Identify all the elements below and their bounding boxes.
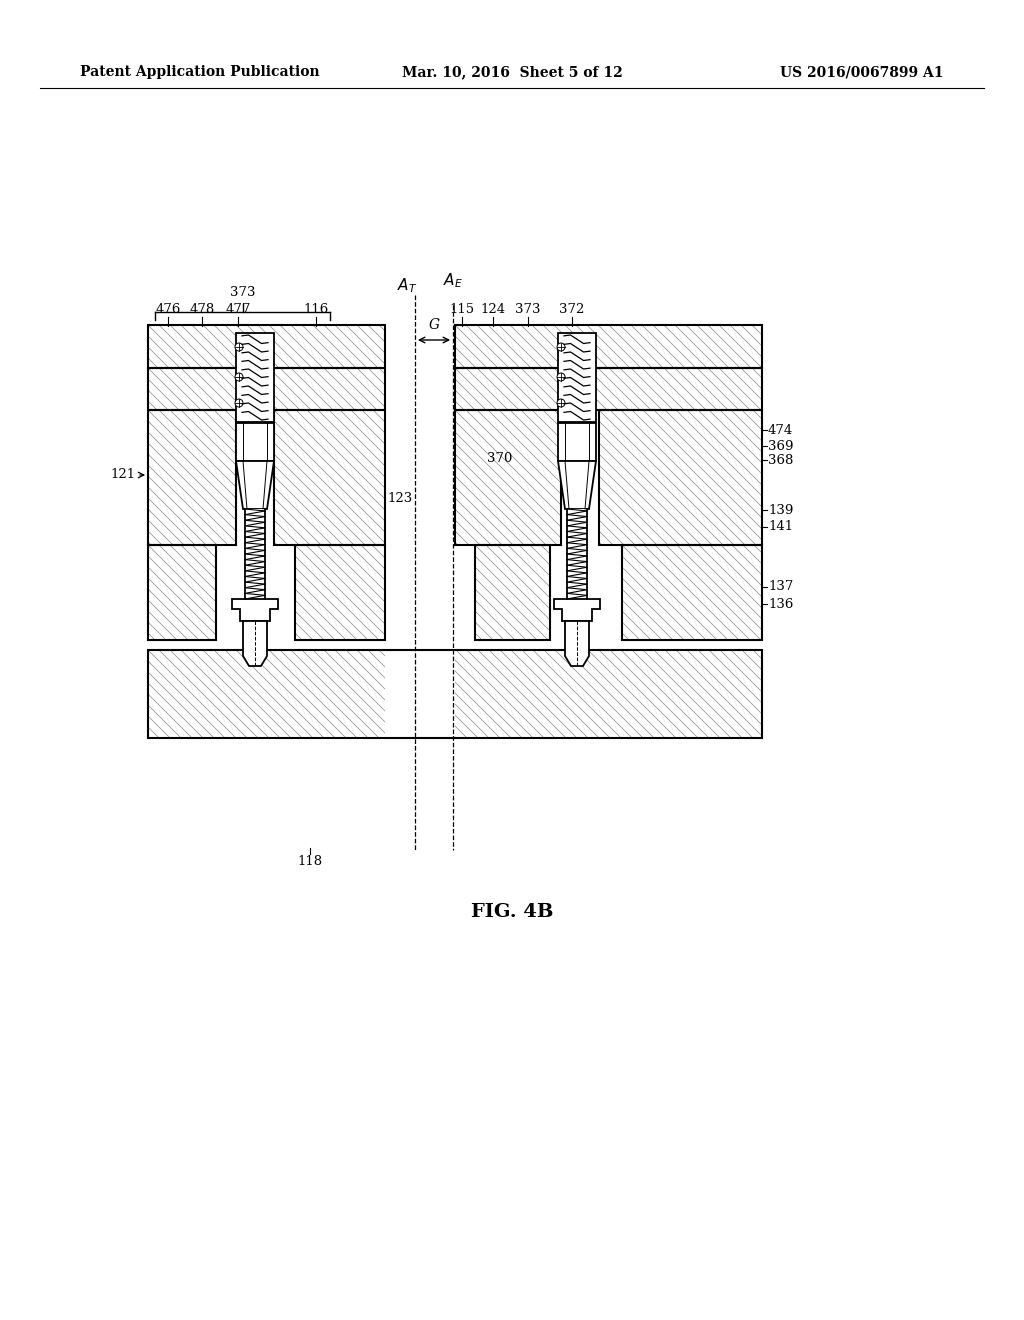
Text: 477: 477 xyxy=(225,304,251,315)
Bar xyxy=(475,545,550,640)
Text: Mar. 10, 2016  Sheet 5 of 12: Mar. 10, 2016 Sheet 5 of 12 xyxy=(401,65,623,79)
Text: FIG. 4B: FIG. 4B xyxy=(471,903,553,921)
Bar xyxy=(148,545,216,640)
Text: 369: 369 xyxy=(768,440,794,453)
Bar xyxy=(236,333,274,422)
Bar xyxy=(148,368,385,411)
Text: 124: 124 xyxy=(480,304,506,315)
Bar xyxy=(567,510,587,599)
Text: 370: 370 xyxy=(486,451,512,465)
Bar xyxy=(455,368,762,411)
Bar xyxy=(385,325,455,838)
Text: 373: 373 xyxy=(515,304,541,315)
Text: 137: 137 xyxy=(768,581,794,594)
Text: 116: 116 xyxy=(303,304,329,315)
Text: 474: 474 xyxy=(768,424,794,437)
Polygon shape xyxy=(565,620,589,667)
Bar xyxy=(558,422,596,461)
Bar xyxy=(455,325,762,368)
Circle shape xyxy=(557,399,565,407)
Text: 368: 368 xyxy=(768,454,794,466)
Bar xyxy=(385,325,455,838)
Text: $A_T$: $A_T$ xyxy=(396,276,417,294)
Bar xyxy=(148,649,762,738)
Circle shape xyxy=(234,399,243,407)
Bar xyxy=(455,368,762,411)
Polygon shape xyxy=(243,620,267,667)
Bar xyxy=(148,411,236,545)
Circle shape xyxy=(234,374,243,381)
Polygon shape xyxy=(554,599,600,620)
Text: 115: 115 xyxy=(450,304,474,315)
Text: 123: 123 xyxy=(387,491,413,504)
Bar xyxy=(295,545,385,640)
Circle shape xyxy=(557,374,565,381)
Bar xyxy=(148,325,385,368)
Bar xyxy=(622,545,762,640)
Bar xyxy=(148,368,385,411)
Text: 372: 372 xyxy=(559,304,585,315)
Polygon shape xyxy=(232,599,278,620)
Text: 478: 478 xyxy=(189,304,215,315)
Text: 121: 121 xyxy=(111,469,136,482)
Bar xyxy=(599,411,762,545)
Bar xyxy=(622,545,762,640)
Bar xyxy=(148,411,236,545)
Circle shape xyxy=(234,343,243,351)
Text: 373: 373 xyxy=(229,286,255,300)
Text: 118: 118 xyxy=(297,855,323,869)
Text: G: G xyxy=(428,318,439,333)
Polygon shape xyxy=(236,461,274,510)
Bar xyxy=(558,333,596,422)
Bar xyxy=(455,411,561,545)
Text: 141: 141 xyxy=(768,520,794,533)
Text: $A_E$: $A_E$ xyxy=(443,272,463,290)
Circle shape xyxy=(557,343,565,351)
Bar xyxy=(148,545,216,640)
Bar xyxy=(245,510,265,599)
Text: 476: 476 xyxy=(156,304,180,315)
Bar xyxy=(236,422,274,461)
Text: 136: 136 xyxy=(768,598,794,610)
Bar xyxy=(274,411,385,545)
Bar xyxy=(475,545,550,640)
Bar xyxy=(295,545,385,640)
Bar xyxy=(455,411,561,545)
Bar xyxy=(599,411,762,545)
Bar xyxy=(455,325,762,368)
Bar xyxy=(148,649,762,738)
Text: US 2016/0067899 A1: US 2016/0067899 A1 xyxy=(780,65,944,79)
Bar xyxy=(274,411,385,545)
Polygon shape xyxy=(558,461,596,510)
Text: Patent Application Publication: Patent Application Publication xyxy=(80,65,319,79)
Text: 139: 139 xyxy=(768,503,794,516)
Bar xyxy=(148,325,385,368)
